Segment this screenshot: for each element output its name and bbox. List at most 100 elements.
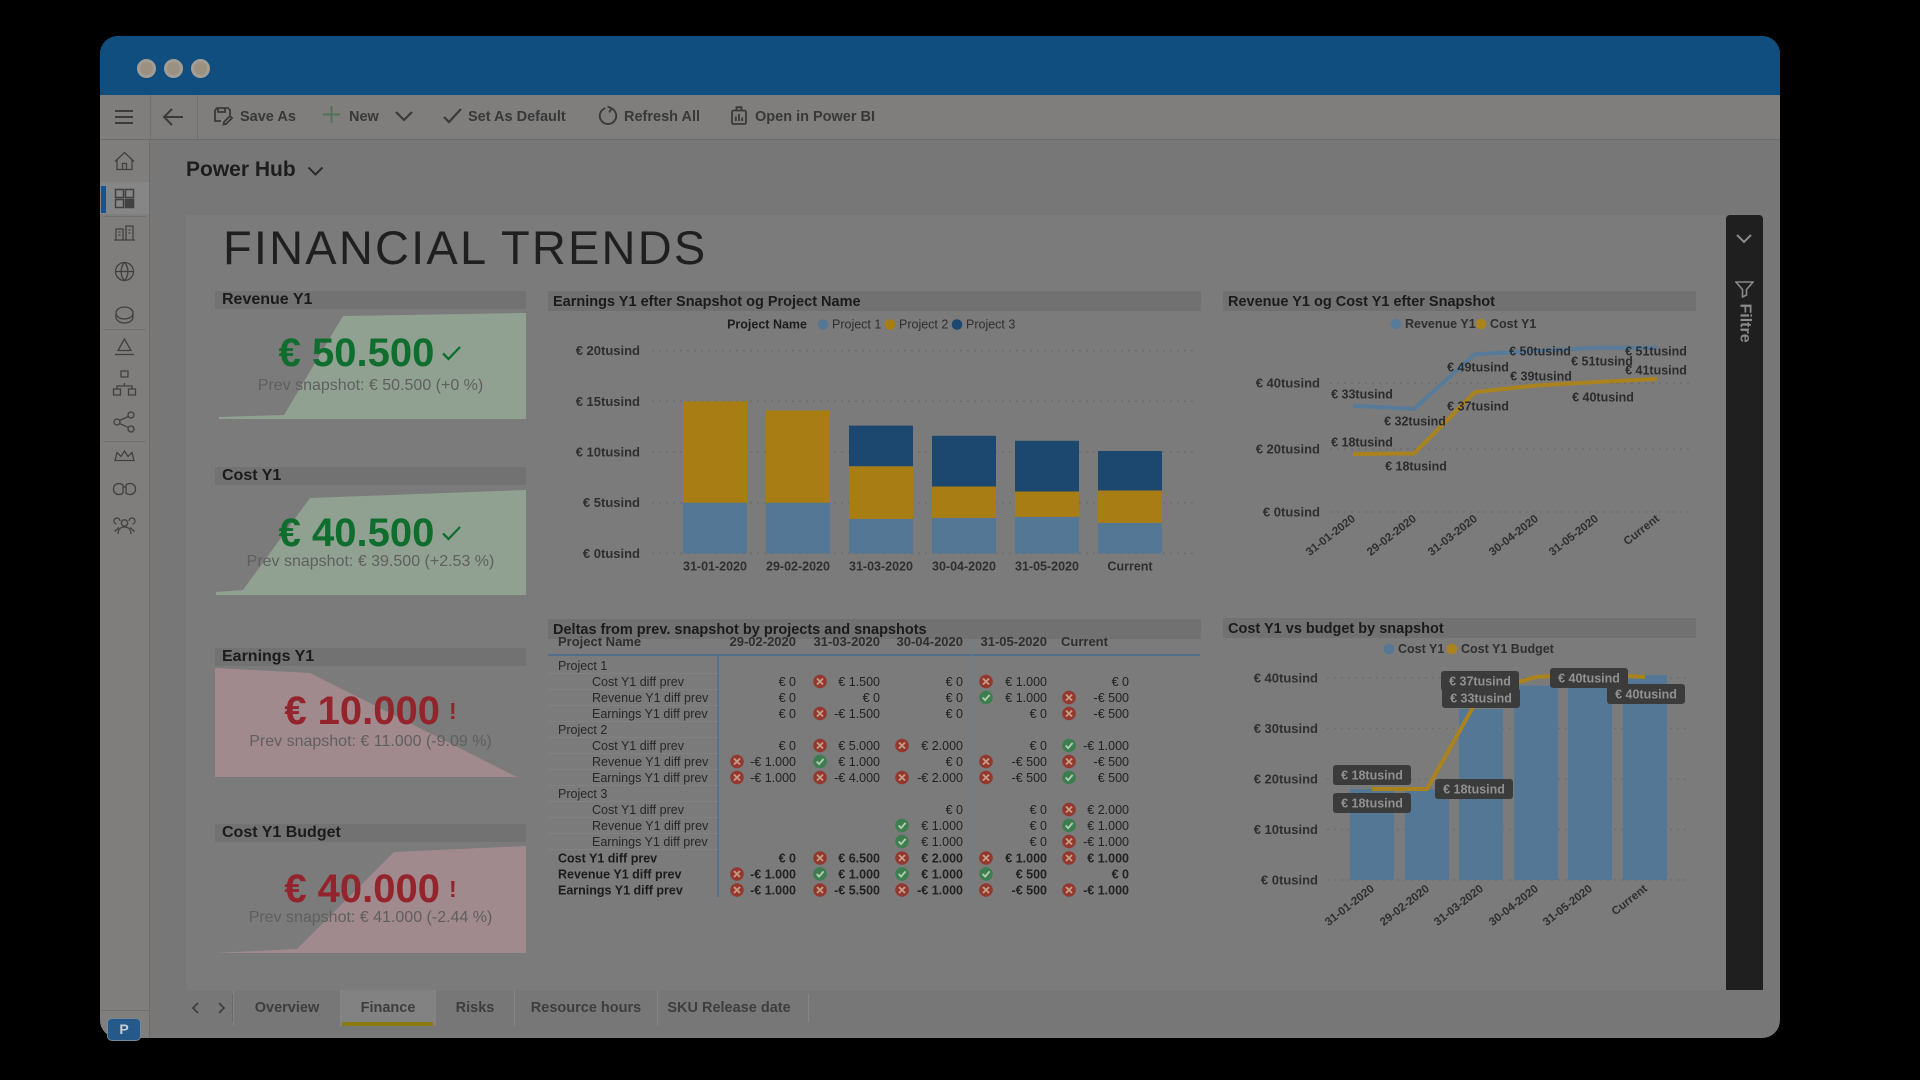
- svg-text:Cost Y1 diff prev: Cost Y1 diff prev: [592, 803, 685, 817]
- svg-text:Deltas from prev. snapshot by: Deltas from prev. snapshot by projects a…: [553, 622, 927, 638]
- svg-text:€ 0: € 0: [1112, 675, 1129, 689]
- svg-text:€ 20tusind: € 20tusind: [1256, 442, 1320, 457]
- svg-text:-€ 500: -€ 500: [1012, 771, 1047, 785]
- svg-text:31-01-2020: 31-01-2020: [683, 559, 747, 573]
- svg-text:€ 0tusind: € 0tusind: [1263, 505, 1320, 520]
- svg-text:€ 18tusind: € 18tusind: [1331, 436, 1393, 450]
- svg-text:€ 40tusind: € 40tusind: [1572, 391, 1634, 405]
- svg-text:€ 20tusind: € 20tusind: [1254, 772, 1318, 787]
- svg-text:Cost Y1: Cost Y1: [1490, 317, 1536, 331]
- svg-text:€ 0: € 0: [946, 707, 963, 721]
- svg-text:€ 5.000: € 5.000: [838, 739, 880, 753]
- svg-text:€ 0tusind: € 0tusind: [1261, 873, 1318, 888]
- svg-text:€ 0: € 0: [1030, 707, 1047, 721]
- svg-text:€ 1.500: € 1.500: [838, 675, 880, 689]
- svg-text:€ 0: € 0: [779, 691, 796, 705]
- svg-text:€ 1.000: € 1.000: [1087, 819, 1129, 833]
- svg-text:-€ 1.000: -€ 1.000: [750, 755, 796, 769]
- svg-text:€ 18tusind: € 18tusind: [1341, 797, 1403, 811]
- svg-text:€ 1.000: € 1.000: [921, 819, 963, 833]
- svg-text:€ 0: € 0: [1030, 803, 1047, 817]
- svg-text:30-04-2020: 30-04-2020: [1487, 513, 1541, 559]
- svg-text:Revenue Y1 diff prev: Revenue Y1 diff prev: [558, 868, 681, 882]
- svg-text:€ 20tusind: € 20tusind: [576, 343, 640, 358]
- svg-text:€ 40tusind: € 40tusind: [1558, 672, 1620, 686]
- svg-text:€ 1.000: € 1.000: [1087, 852, 1129, 866]
- svg-text:Project 2: Project 2: [899, 318, 948, 332]
- svg-text:Cost Y1 Budget: Cost Y1 Budget: [1461, 642, 1555, 656]
- svg-text:€ 10tusind: € 10tusind: [576, 445, 640, 460]
- svg-text:€ 0: € 0: [779, 707, 796, 721]
- svg-text:-€ 500: -€ 500: [1012, 884, 1047, 898]
- svg-text:Project Name: Project Name: [558, 634, 641, 649]
- svg-text:€ 15tusind: € 15tusind: [576, 394, 640, 409]
- svg-text:€ 30tusind: € 30tusind: [1254, 721, 1318, 736]
- svg-text:€ 32tusind: € 32tusind: [1384, 415, 1446, 429]
- svg-text:29-02-2020: 29-02-2020: [1365, 513, 1419, 559]
- svg-text:31-05-2020: 31-05-2020: [1015, 559, 1079, 573]
- svg-text:€ 18tusind: € 18tusind: [1385, 460, 1447, 474]
- svg-text:€ 1.000: € 1.000: [838, 868, 880, 882]
- svg-text:€ 0: € 0: [946, 803, 963, 817]
- svg-text:31-05-2020: 31-05-2020: [1541, 883, 1595, 929]
- svg-text:Cost Y1 diff prev: Cost Y1 diff prev: [558, 852, 657, 866]
- svg-text:€ 10tusind: € 10tusind: [1254, 822, 1318, 837]
- svg-text:Revenue Y1 diff prev: Revenue Y1 diff prev: [592, 691, 709, 705]
- svg-text:€ 0: € 0: [1112, 868, 1129, 882]
- svg-text:31-03-2020: 31-03-2020: [849, 559, 913, 573]
- svg-text:Cost Y1 diff prev: Cost Y1 diff prev: [592, 739, 685, 753]
- svg-text:€ 0: € 0: [779, 739, 796, 753]
- svg-text:€ 1.000: € 1.000: [921, 835, 963, 849]
- svg-text:Cost Y1: Cost Y1: [1398, 642, 1444, 656]
- svg-text:€ 2.000: € 2.000: [1087, 803, 1129, 817]
- svg-text:€ 2.000: € 2.000: [921, 739, 963, 753]
- svg-text:-€ 500: -€ 500: [1094, 707, 1129, 721]
- svg-text:Revenue Y1 diff prev: Revenue Y1 diff prev: [592, 755, 709, 769]
- svg-text:€ 51tusind: € 51tusind: [1571, 355, 1633, 369]
- svg-text:€ 0: € 0: [946, 691, 963, 705]
- svg-text:30-04-2020: 30-04-2020: [1487, 883, 1541, 929]
- svg-text:€ 0: € 0: [1030, 739, 1047, 753]
- svg-text:Cost Y1 vs budget by snapshot: Cost Y1 vs budget by snapshot: [1228, 621, 1444, 637]
- svg-text:Project 3: Project 3: [966, 318, 1015, 332]
- svg-text:Current: Current: [1610, 883, 1650, 918]
- svg-text:-€ 1.000: -€ 1.000: [750, 884, 796, 898]
- svg-text:€ 18tusind: € 18tusind: [1443, 783, 1505, 797]
- svg-text:-€ 1.000: -€ 1.000: [1083, 884, 1129, 898]
- svg-text:Revenue Y1 og Cost Y1 efter Sn: Revenue Y1 og Cost Y1 efter Snapshot: [1228, 294, 1495, 310]
- svg-text:€ 1.000: € 1.000: [1005, 852, 1047, 866]
- svg-text:-€ 1.000: -€ 1.000: [917, 884, 963, 898]
- svg-text:-€ 1.500: -€ 1.500: [834, 707, 880, 721]
- svg-text:€ 0: € 0: [1030, 835, 1047, 849]
- svg-text:-€ 500: -€ 500: [1012, 755, 1047, 769]
- svg-text:€ 39tusind: € 39tusind: [1510, 370, 1572, 384]
- svg-text:-€ 2.000: -€ 2.000: [917, 771, 963, 785]
- svg-text:€ 1.000: € 1.000: [1005, 691, 1047, 705]
- svg-text:-€ 5.500: -€ 5.500: [834, 884, 880, 898]
- svg-text:€ 40tusind: € 40tusind: [1615, 688, 1677, 702]
- svg-text:-€ 4.000: -€ 4.000: [834, 771, 880, 785]
- svg-text:-€ 1.000: -€ 1.000: [750, 868, 796, 882]
- svg-text:€ 37tusind: € 37tusind: [1447, 400, 1509, 414]
- svg-text:31-05-2020: 31-05-2020: [981, 634, 1048, 649]
- svg-text:Earnings Y1 efter Snapshot og: Earnings Y1 efter Snapshot og Project Na…: [553, 294, 861, 310]
- svg-text:-€ 1.000: -€ 1.000: [1083, 739, 1129, 753]
- svg-text:Earnings Y1 diff prev: Earnings Y1 diff prev: [558, 884, 683, 898]
- svg-text:-€ 1.000: -€ 1.000: [1083, 835, 1129, 849]
- svg-text:Revenue Y1 diff prev: Revenue Y1 diff prev: [592, 819, 709, 833]
- svg-text:Current: Current: [1107, 559, 1153, 573]
- svg-text:€ 49tusind: € 49tusind: [1447, 361, 1509, 375]
- svg-text:31-03-2020: 31-03-2020: [814, 634, 881, 649]
- svg-text:€ 0: € 0: [946, 675, 963, 689]
- svg-text:-€ 1.000: -€ 1.000: [750, 771, 796, 785]
- svg-text:€ 1.000: € 1.000: [921, 868, 963, 882]
- svg-text:31-01-2020: 31-01-2020: [1323, 883, 1377, 929]
- svg-text:€ 2.000: € 2.000: [921, 852, 963, 866]
- svg-text:29-02-2020: 29-02-2020: [1378, 883, 1432, 929]
- svg-text:31-05-2020: 31-05-2020: [1547, 513, 1601, 559]
- svg-text:€ 40tusind: € 40tusind: [1254, 671, 1318, 686]
- svg-text:€ 5tusind: € 5tusind: [583, 495, 640, 510]
- svg-text:Current: Current: [1622, 513, 1662, 548]
- svg-text:€ 50tusind: € 50tusind: [1509, 345, 1571, 359]
- svg-text:€ 18tusind: € 18tusind: [1341, 769, 1403, 783]
